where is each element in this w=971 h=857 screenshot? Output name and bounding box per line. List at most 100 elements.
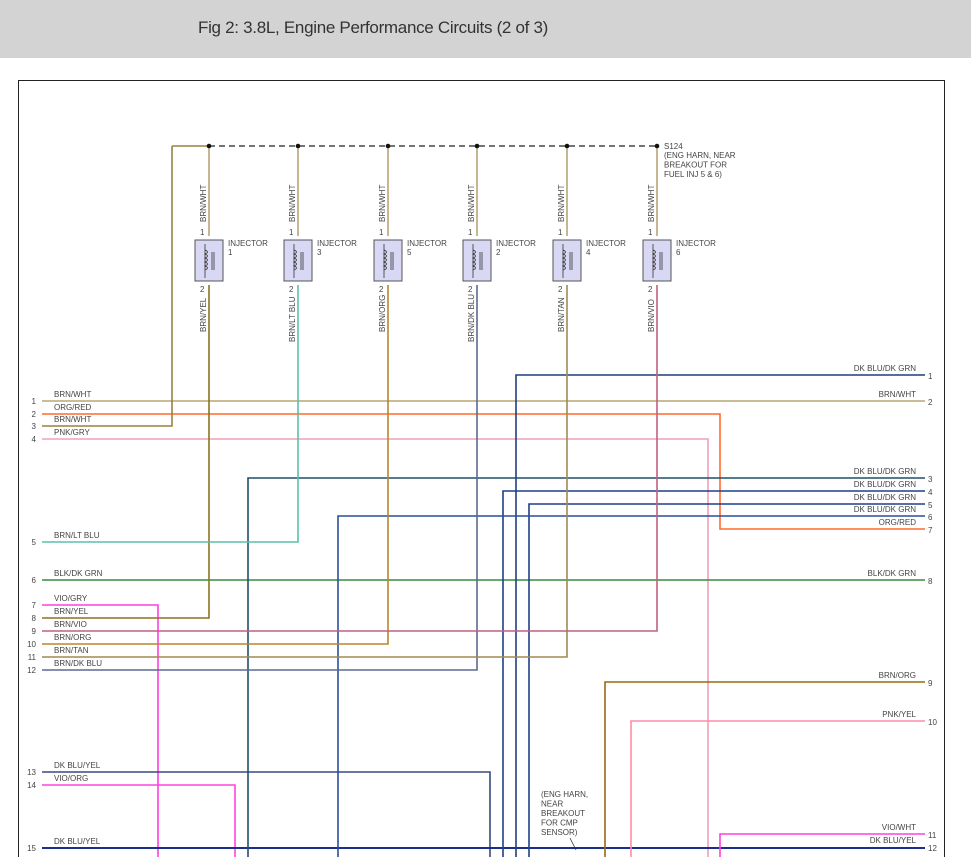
wire-label-bottom: BRN/ORG	[378, 295, 387, 332]
left-wire-label: BRN/WHT	[54, 390, 91, 399]
injector-label: INJECTOR	[317, 239, 357, 248]
figure-title: Fig 2: 3.8L, Engine Performance Circuits…	[198, 18, 549, 37]
wire-label-bottom: BRN/YEL	[199, 297, 208, 332]
right-wire-label: DK BLU/DK GRN	[854, 364, 916, 373]
injector-number: 1	[228, 248, 233, 257]
left-pin-number: 14	[27, 781, 36, 790]
pin-number: 2	[379, 285, 384, 294]
wire-label-bottom: BRN/TAN	[557, 297, 566, 332]
injector-label: INJECTOR	[586, 239, 626, 248]
injector-return-wire	[42, 285, 568, 658]
injector-return-wire	[42, 285, 210, 619]
splice-dot	[206, 143, 212, 149]
splice-note: (ENG HARN, NEAR	[664, 151, 736, 160]
right-wire-label: DK BLU/DK GRN	[854, 493, 916, 502]
injector-body	[194, 239, 224, 282]
wire-label-bottom: BRN/VIO	[647, 299, 656, 332]
wire-label-top: BRN/WHT	[288, 185, 297, 222]
wire-label-top: BRN/WHT	[647, 185, 656, 222]
splice-note: FUEL INJ 5 & 6)	[664, 170, 722, 179]
left-wire-label: BRN/YEL	[54, 607, 89, 616]
injector-label: INJECTOR	[407, 239, 447, 248]
splice-dot	[654, 143, 660, 149]
right-pin-number: 10	[928, 718, 937, 727]
left-wire-label: BRN/ORG	[54, 633, 91, 642]
left-wire-label: VIO/GRY	[54, 594, 88, 603]
cmp-sensor-note: SENSOR)	[541, 828, 578, 837]
coil-icon	[471, 244, 483, 278]
wire-right-5	[528, 503, 925, 857]
wire-left-3	[42, 146, 173, 427]
wire-label-bottom: BRN/LT BLU	[288, 296, 297, 342]
injector-label: INJECTOR	[496, 239, 536, 248]
right-pin-number: 12	[928, 844, 937, 853]
left-pin-number: 9	[32, 627, 37, 636]
pin-number: 2	[558, 285, 563, 294]
left-wire-label: ORG/RED	[54, 403, 92, 412]
left-wire-label: BRN/LT BLU	[54, 531, 100, 540]
left-pin-number: 7	[32, 601, 37, 610]
pin-number: 1	[289, 228, 294, 237]
wire-label-top: BRN/WHT	[378, 185, 387, 222]
left-wire-label: PNK/GRY	[54, 428, 91, 437]
left-pin-number: 10	[27, 640, 36, 649]
left-wire-label: BRN/WHT	[54, 415, 91, 424]
splice-id: S124	[664, 142, 683, 151]
left-pin-number: 6	[32, 576, 37, 585]
injector-return-wire	[42, 285, 478, 671]
cmp-sensor-note: FOR CMP	[541, 819, 578, 828]
right-pin-number: 4	[928, 488, 933, 497]
note-leader-line	[569, 837, 577, 851]
wire-right-9	[604, 681, 925, 857]
splice-dot	[564, 143, 570, 149]
left-pin-number: 1	[32, 397, 37, 406]
injector-number: 6	[676, 248, 681, 257]
cmp-sensor-note: NEAR	[541, 800, 563, 809]
injector-return-wire	[42, 285, 658, 632]
injector-number: 2	[496, 248, 501, 257]
right-pin-number: 6	[928, 513, 933, 522]
wire-left-13	[42, 771, 491, 857]
left-pin-number: 13	[27, 768, 36, 777]
wire-left-7	[42, 604, 159, 857]
pin-number: 1	[648, 228, 653, 237]
injector-number: 3	[317, 248, 322, 257]
left-wire-label: DK BLU/YEL	[54, 837, 101, 846]
injector-label: INJECTOR	[676, 239, 716, 248]
wire-left-14	[42, 784, 236, 857]
pin-number: 1	[200, 228, 205, 237]
injector-body	[283, 239, 313, 282]
coil-icon	[292, 244, 304, 278]
pin-number: 1	[558, 228, 563, 237]
wire-right-10	[630, 720, 925, 857]
right-wire-label: ORG/RED	[879, 518, 917, 527]
diagram-frame	[18, 80, 945, 857]
pin-number: 2	[468, 285, 473, 294]
figure-header: Fig 2: 3.8L, Engine Performance Circuits…	[0, 0, 971, 58]
left-wire-label: BRN/DK BLU	[54, 659, 102, 668]
left-wire-label: VIO/ORG	[54, 774, 88, 783]
injector-label: INJECTOR	[228, 239, 268, 248]
right-pin-number: 9	[928, 679, 933, 688]
splice-note: BREAKOUT FOR	[664, 161, 727, 170]
cmp-sensor-note: BREAKOUT	[541, 809, 585, 818]
pin-number: 1	[379, 228, 384, 237]
splice-dot	[295, 143, 301, 149]
pin-number: 2	[200, 285, 205, 294]
wire-left-4	[42, 438, 709, 857]
wire-right-3	[247, 477, 925, 857]
right-pin-number: 5	[928, 501, 933, 510]
left-pin-number: 15	[27, 844, 36, 853]
injector-number: 4	[586, 248, 591, 257]
wire-label-top: BRN/WHT	[199, 185, 208, 222]
left-pin-number: 8	[32, 614, 37, 623]
left-pin-number: 4	[32, 435, 37, 444]
right-pin-number: 2	[928, 398, 933, 407]
wire-label-top: BRN/WHT	[557, 185, 566, 222]
right-wire-label: VIO/WHT	[882, 823, 916, 832]
right-pin-number: 1	[928, 372, 933, 381]
